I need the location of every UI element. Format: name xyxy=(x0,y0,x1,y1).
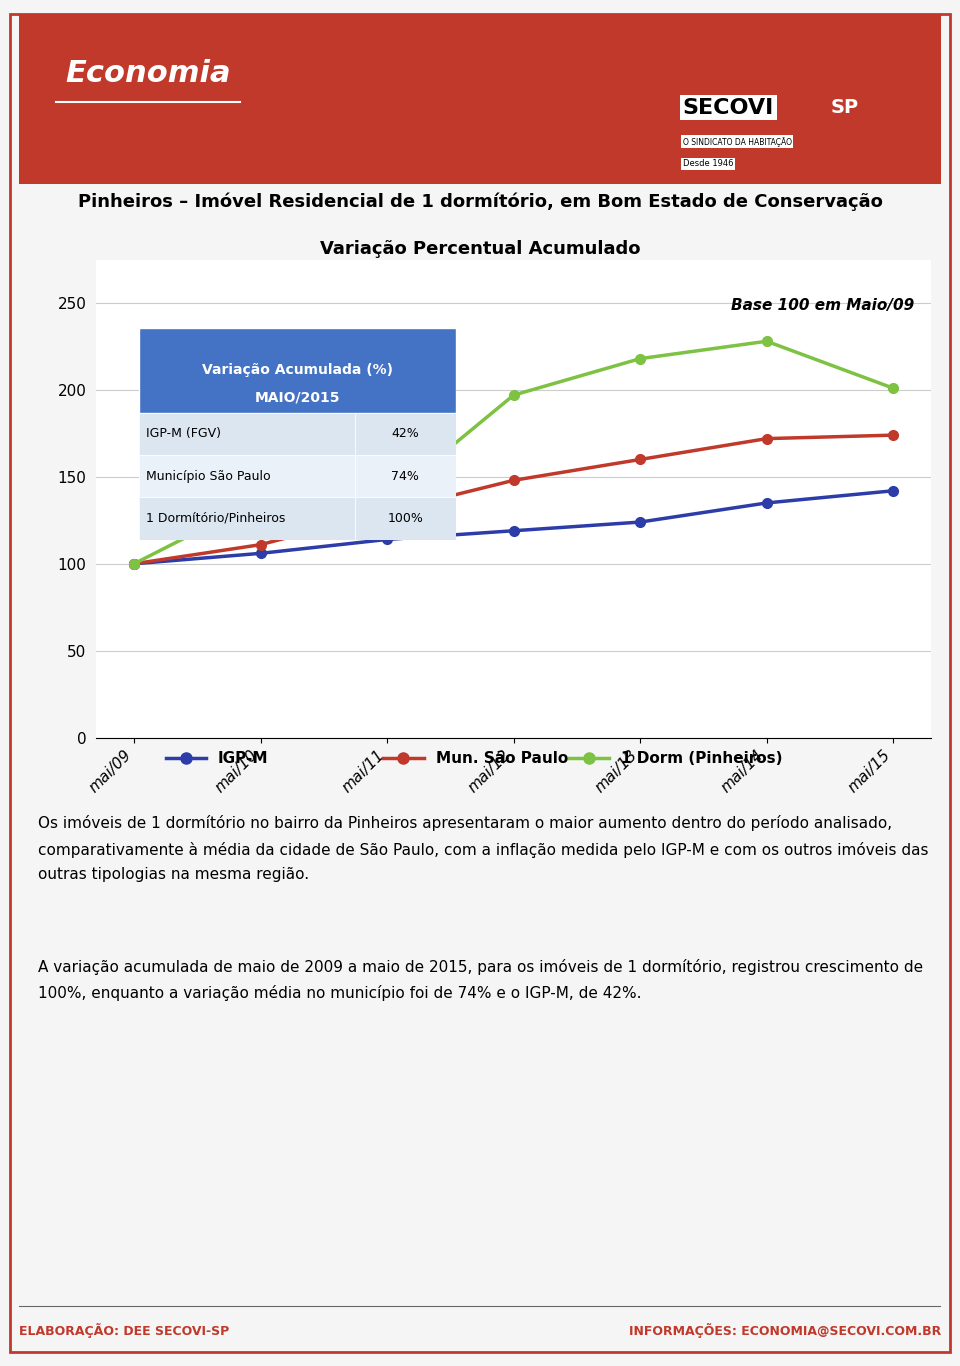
FancyBboxPatch shape xyxy=(139,497,456,540)
1 Dorm (Pinheiros) xyxy=(381,492,393,508)
Text: 1 Dormítório/Pinheiros: 1 Dormítório/Pinheiros xyxy=(146,512,285,525)
1 Dorm (Pinheiros) xyxy=(761,333,773,350)
Mun. São Paulo xyxy=(254,537,266,553)
FancyBboxPatch shape xyxy=(354,455,456,497)
Text: IGP-M: IGP-M xyxy=(218,751,269,765)
Text: Os imóveis de 1 dormítório no bairro da Pinheiros apresentaram o maior aumento d: Os imóveis de 1 dormítório no bairro da … xyxy=(38,816,929,882)
1 Dorm (Pinheiros) xyxy=(254,492,266,508)
IGP-M xyxy=(508,523,519,540)
FancyBboxPatch shape xyxy=(139,413,456,455)
Text: O SINDICATO DA HABITAÇÃO: O SINDICATO DA HABITAÇÃO xyxy=(683,137,792,146)
Line: IGP-M: IGP-M xyxy=(129,486,899,568)
Text: MAIO/2015: MAIO/2015 xyxy=(254,391,341,404)
FancyBboxPatch shape xyxy=(354,413,456,455)
IGP-M xyxy=(129,556,140,572)
Text: Variação Percentual Acumulado: Variação Percentual Acumulado xyxy=(320,240,640,258)
FancyBboxPatch shape xyxy=(139,328,456,413)
IGP-M xyxy=(635,514,646,530)
IGP-M xyxy=(761,494,773,511)
1 Dorm (Pinheiros) xyxy=(635,351,646,367)
1 Dorm (Pinheiros) xyxy=(508,387,519,403)
Text: Base 100 em Maio/09: Base 100 em Maio/09 xyxy=(732,298,915,313)
Line: 1 Dorm (Pinheiros): 1 Dorm (Pinheiros) xyxy=(129,336,899,568)
Text: 74%: 74% xyxy=(392,470,420,482)
Text: INFORMAÇÕES: ECONOMIA@SECOVI.COM.BR: INFORMAÇÕES: ECONOMIA@SECOVI.COM.BR xyxy=(629,1324,941,1337)
Text: Variação Acumulada (%): Variação Acumulada (%) xyxy=(203,363,393,377)
Text: SP: SP xyxy=(830,98,858,117)
Text: 42%: 42% xyxy=(392,428,420,440)
Text: ELABORAÇÃO: DEE SECOVI-SP: ELABORAÇÃO: DEE SECOVI-SP xyxy=(19,1324,229,1337)
Text: 1 Dorm (Pinheiros): 1 Dorm (Pinheiros) xyxy=(621,751,782,765)
FancyBboxPatch shape xyxy=(354,497,456,540)
FancyBboxPatch shape xyxy=(19,14,941,184)
IGP-M xyxy=(381,531,393,548)
FancyBboxPatch shape xyxy=(139,455,354,497)
Mun. São Paulo xyxy=(635,451,646,467)
Text: Economia: Economia xyxy=(65,59,231,87)
FancyBboxPatch shape xyxy=(139,497,354,540)
Text: Município São Paulo: Município São Paulo xyxy=(146,470,270,482)
Mun. São Paulo xyxy=(761,430,773,447)
Line: Mun. São Paulo: Mun. São Paulo xyxy=(129,430,899,568)
Text: Desde 1946: Desde 1946 xyxy=(683,160,733,168)
Text: IGP-M (FGV): IGP-M (FGV) xyxy=(146,428,221,440)
IGP-M xyxy=(254,545,266,561)
Text: Mun. São Paulo: Mun. São Paulo xyxy=(436,751,568,765)
Text: SECOVI: SECOVI xyxy=(683,97,774,117)
Mun. São Paulo xyxy=(508,473,519,489)
1 Dorm (Pinheiros) xyxy=(129,556,140,572)
Mun. São Paulo xyxy=(129,556,140,572)
Text: 100%: 100% xyxy=(388,512,423,525)
Mun. São Paulo xyxy=(381,504,393,520)
Mun. São Paulo xyxy=(887,428,899,444)
FancyBboxPatch shape xyxy=(139,413,354,455)
FancyBboxPatch shape xyxy=(139,455,456,497)
IGP-M xyxy=(887,482,899,499)
Text: A variação acumulada de maio de 2009 a maio de 2015, para os imóveis de 1 dormít: A variação acumulada de maio de 2009 a m… xyxy=(38,959,924,1001)
1 Dorm (Pinheiros) xyxy=(887,380,899,396)
Text: Pinheiros – Imóvel Residencial de 1 dormítório, em Bom Estado de Conservação: Pinheiros – Imóvel Residencial de 1 dorm… xyxy=(78,193,882,210)
